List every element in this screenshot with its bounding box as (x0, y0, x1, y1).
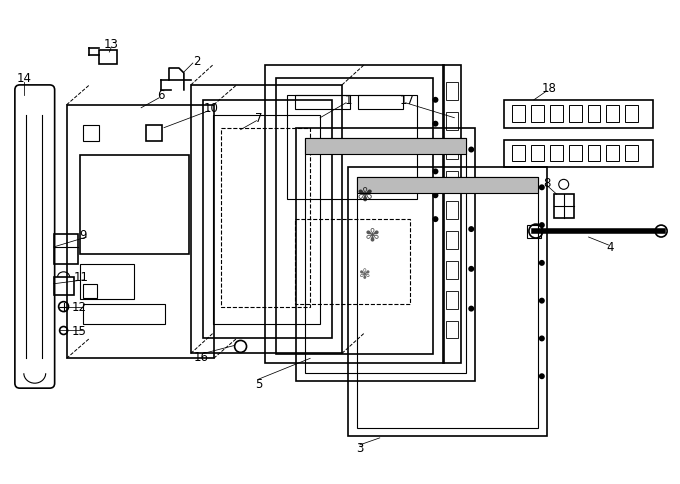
Text: 17: 17 (400, 94, 415, 107)
Bar (265, 66, 445, 363)
Bar (554, 195, 574, 219)
Circle shape (469, 266, 474, 272)
Text: 18: 18 (541, 82, 556, 95)
Bar (213, 116, 320, 324)
Bar (203, 101, 332, 339)
Bar (550, 145, 563, 162)
Circle shape (539, 374, 545, 379)
Bar (296, 128, 475, 381)
Text: ✾: ✾ (359, 267, 371, 281)
Bar (512, 106, 525, 122)
Circle shape (539, 260, 545, 266)
Bar (446, 112, 458, 130)
Bar (446, 261, 458, 279)
Bar (531, 106, 544, 122)
Text: 6: 6 (157, 89, 165, 102)
Bar (305, 138, 466, 154)
Text: 9: 9 (80, 228, 87, 241)
Circle shape (432, 217, 439, 223)
Text: 8: 8 (543, 177, 551, 189)
Bar (54, 277, 73, 295)
Text: 14: 14 (16, 72, 31, 85)
Circle shape (469, 187, 474, 193)
Text: 12: 12 (72, 301, 87, 314)
Bar (84, 304, 165, 324)
Circle shape (539, 185, 545, 191)
Bar (531, 145, 544, 162)
Text: 10: 10 (203, 102, 218, 115)
Bar (446, 321, 458, 339)
Circle shape (432, 169, 439, 175)
Bar (512, 145, 525, 162)
Bar (446, 202, 458, 220)
Bar (146, 125, 162, 141)
Bar (626, 106, 639, 122)
Circle shape (432, 98, 439, 104)
Text: ✾: ✾ (364, 226, 379, 243)
Bar (295, 96, 350, 109)
Bar (288, 96, 417, 200)
Bar (67, 106, 214, 359)
Text: 5: 5 (255, 377, 262, 390)
Bar (191, 86, 342, 354)
Bar (626, 145, 639, 162)
Bar (446, 172, 458, 190)
Circle shape (432, 145, 439, 151)
Text: ✾: ✾ (357, 185, 373, 204)
Bar (446, 142, 458, 160)
Circle shape (432, 193, 439, 199)
Bar (357, 178, 538, 428)
Circle shape (469, 227, 474, 233)
Text: 7: 7 (255, 112, 262, 125)
Text: 13: 13 (104, 38, 119, 50)
Circle shape (432, 121, 439, 127)
Text: 1: 1 (344, 94, 352, 107)
Bar (295, 220, 409, 304)
Text: 16: 16 (193, 350, 208, 363)
Text: 4: 4 (607, 241, 614, 254)
Bar (588, 106, 600, 122)
Bar (568, 106, 581, 122)
Text: 2: 2 (193, 54, 201, 67)
Bar (568, 145, 581, 162)
Bar (80, 264, 134, 299)
Bar (446, 231, 458, 249)
Bar (54, 235, 78, 264)
Text: 3: 3 (356, 441, 364, 454)
Bar (276, 79, 433, 355)
Bar (504, 140, 653, 168)
Bar (84, 125, 99, 141)
Bar (305, 138, 466, 374)
Text: 11: 11 (74, 271, 89, 284)
Bar (607, 106, 619, 122)
Bar (99, 51, 117, 65)
Bar (504, 101, 653, 128)
Bar (357, 178, 538, 194)
Bar (607, 145, 619, 162)
Bar (443, 66, 461, 363)
Bar (358, 96, 403, 109)
Bar (446, 83, 458, 101)
Circle shape (539, 223, 545, 228)
Bar (550, 106, 563, 122)
Bar (348, 168, 547, 436)
Bar (84, 284, 97, 298)
Circle shape (469, 306, 474, 312)
Circle shape (469, 147, 474, 153)
Bar (588, 145, 600, 162)
Bar (221, 128, 310, 307)
Bar (80, 155, 189, 255)
Text: 15: 15 (72, 324, 87, 337)
Bar (446, 291, 458, 309)
Circle shape (539, 298, 545, 304)
Bar (527, 226, 541, 239)
Circle shape (539, 336, 545, 342)
